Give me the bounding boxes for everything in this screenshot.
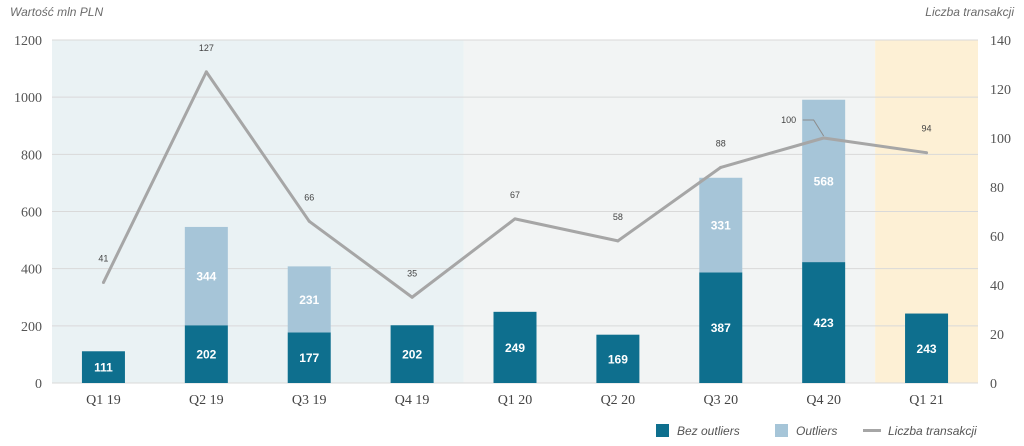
bar-outliers	[699, 177, 743, 273]
transactions-line	[101, 70, 929, 299]
bar-bez-outliers	[802, 262, 846, 383]
bar-bez-outliers	[699, 272, 743, 383]
legend-swatch-bez-outliers	[656, 424, 669, 437]
bar-label-outliers: 231	[299, 293, 319, 307]
line-label: 100	[781, 115, 796, 125]
bar-label-bez-outliers: 423	[814, 316, 834, 330]
data-labels: 111 202 344 177 231 202 249 169 387 331 423 568 243 4…	[94, 43, 937, 375]
line-label: 127	[199, 43, 214, 53]
legend-label-outliers: Outliers	[796, 424, 837, 438]
bar-bez-outliers	[905, 313, 949, 383]
line-label-leader	[802, 119, 825, 137]
right-tick-label: 100	[990, 132, 1011, 147]
bar-label-outliers: 331	[711, 219, 731, 233]
left-tick-label: 600	[21, 206, 42, 221]
bar-outliers	[287, 266, 331, 333]
axes: 0 200 400 600 800 1000 1200 0 20 40 60 80 100 120 140 Q…	[14, 34, 1011, 408]
bar-label-bez-outliers: 177	[299, 351, 319, 365]
bar-bez-outliers	[287, 332, 331, 383]
line-point	[307, 219, 311, 223]
line-label: 88	[716, 138, 726, 148]
bar-bez-outliers	[493, 311, 537, 383]
left-tick-label: 1000	[14, 91, 42, 106]
category-label: Q3 19	[292, 393, 327, 408]
left-tick-label: 800	[21, 148, 42, 163]
category-label: Q3 20	[703, 393, 738, 408]
bar-label-bez-outliers: 202	[402, 348, 422, 362]
right-tick-label: 80	[990, 181, 1004, 196]
left-tick-label: 0	[35, 377, 42, 392]
bar-label-bez-outliers: 243	[917, 342, 937, 356]
left-tick-label: 200	[21, 320, 42, 335]
right-tick-label: 140	[990, 34, 1011, 49]
line-point	[204, 70, 208, 74]
right-tick-label: 40	[990, 279, 1004, 294]
line-label: 58	[613, 212, 623, 222]
bar-label-outliers: 344	[196, 270, 216, 284]
right-axis-title: Liczba transakcji	[925, 5, 1014, 19]
line-point	[101, 281, 105, 285]
line-label: 35	[407, 268, 417, 278]
line-point	[410, 295, 414, 299]
category-label: Q2 19	[189, 393, 224, 408]
bar-label-bez-outliers: 202	[196, 348, 216, 362]
line-point	[925, 151, 929, 155]
line-label: 41	[98, 254, 108, 264]
left-axis-title: Wartość mln PLN	[10, 5, 103, 19]
legend-swatch-outliers	[775, 424, 788, 437]
legend-label-liczba-transakcji: Liczba transakcji	[888, 424, 977, 438]
legend: Bez outliers Outliers Liczba transakcji	[656, 424, 977, 438]
right-tick-label: 20	[990, 328, 1004, 343]
bar-outliers	[802, 99, 846, 263]
right-tick-label: 60	[990, 230, 1004, 245]
category-label: Q1 21	[909, 393, 944, 408]
bar-label-outliers: 568	[814, 174, 834, 188]
bar-bez-outliers	[184, 325, 228, 383]
bar-bez-outliers	[81, 351, 125, 383]
left-tick-label: 400	[21, 263, 42, 278]
bar-label-bez-outliers: 249	[505, 341, 525, 355]
bars	[81, 99, 949, 383]
category-label: Q1 20	[498, 393, 533, 408]
bar-label-bez-outliers: 387	[711, 321, 731, 335]
bar-bez-outliers	[390, 325, 434, 383]
bar-bez-outliers	[596, 334, 640, 383]
category-label: Q4 20	[806, 393, 841, 408]
category-label: Q4 19	[395, 393, 430, 408]
line-label: 67	[510, 190, 520, 200]
bar-label-bez-outliers: 111	[94, 361, 113, 375]
right-tick-label: 120	[990, 83, 1011, 98]
legend-label-bez-outliers: Bez outliers	[677, 424, 740, 438]
bar-label-bez-outliers: 169	[608, 352, 628, 366]
line-point	[616, 239, 620, 243]
line-label: 66	[304, 192, 314, 202]
line-label: 94	[922, 124, 932, 134]
right-tick-label: 0	[990, 377, 997, 392]
line-point	[513, 217, 517, 221]
bar-outliers	[184, 226, 228, 326]
left-tick-label: 1200	[14, 34, 42, 49]
category-label: Q2 20	[601, 393, 636, 408]
line-point	[822, 136, 826, 140]
category-label: Q1 19	[86, 393, 121, 408]
line-point	[719, 165, 723, 169]
